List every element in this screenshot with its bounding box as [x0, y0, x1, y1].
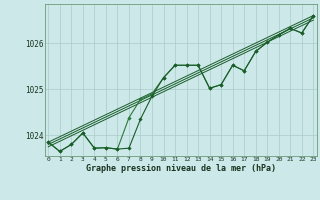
- X-axis label: Graphe pression niveau de la mer (hPa): Graphe pression niveau de la mer (hPa): [86, 164, 276, 173]
